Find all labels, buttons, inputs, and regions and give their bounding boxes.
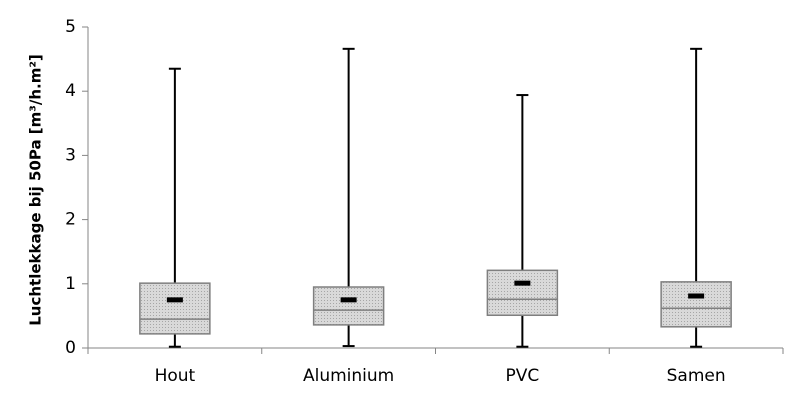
box: [486, 269, 559, 317]
box: [139, 282, 211, 335]
box: [312, 286, 385, 326]
y-axis-label: Luchtlekkage bij 50Pa [m³/h.m²]: [27, 54, 45, 326]
y-tick-label: 0: [65, 338, 76, 358]
x-tick-label: Hout: [155, 366, 196, 386]
y-tick-label: 2: [65, 210, 76, 230]
mean-marker: [514, 280, 531, 286]
mean-marker: [166, 297, 183, 303]
y-tick-label: 1: [65, 274, 76, 294]
x-tick-label: Samen: [667, 366, 726, 386]
y-tick-label: 3: [65, 145, 76, 165]
box: [660, 281, 732, 328]
y-tick-label: 4: [65, 81, 76, 101]
y-tick-label: 5: [65, 17, 76, 37]
mean-marker: [688, 293, 705, 299]
x-tick-label: Aluminium: [303, 366, 394, 386]
x-tick-label: PVC: [505, 366, 539, 386]
mean-marker: [340, 297, 357, 303]
